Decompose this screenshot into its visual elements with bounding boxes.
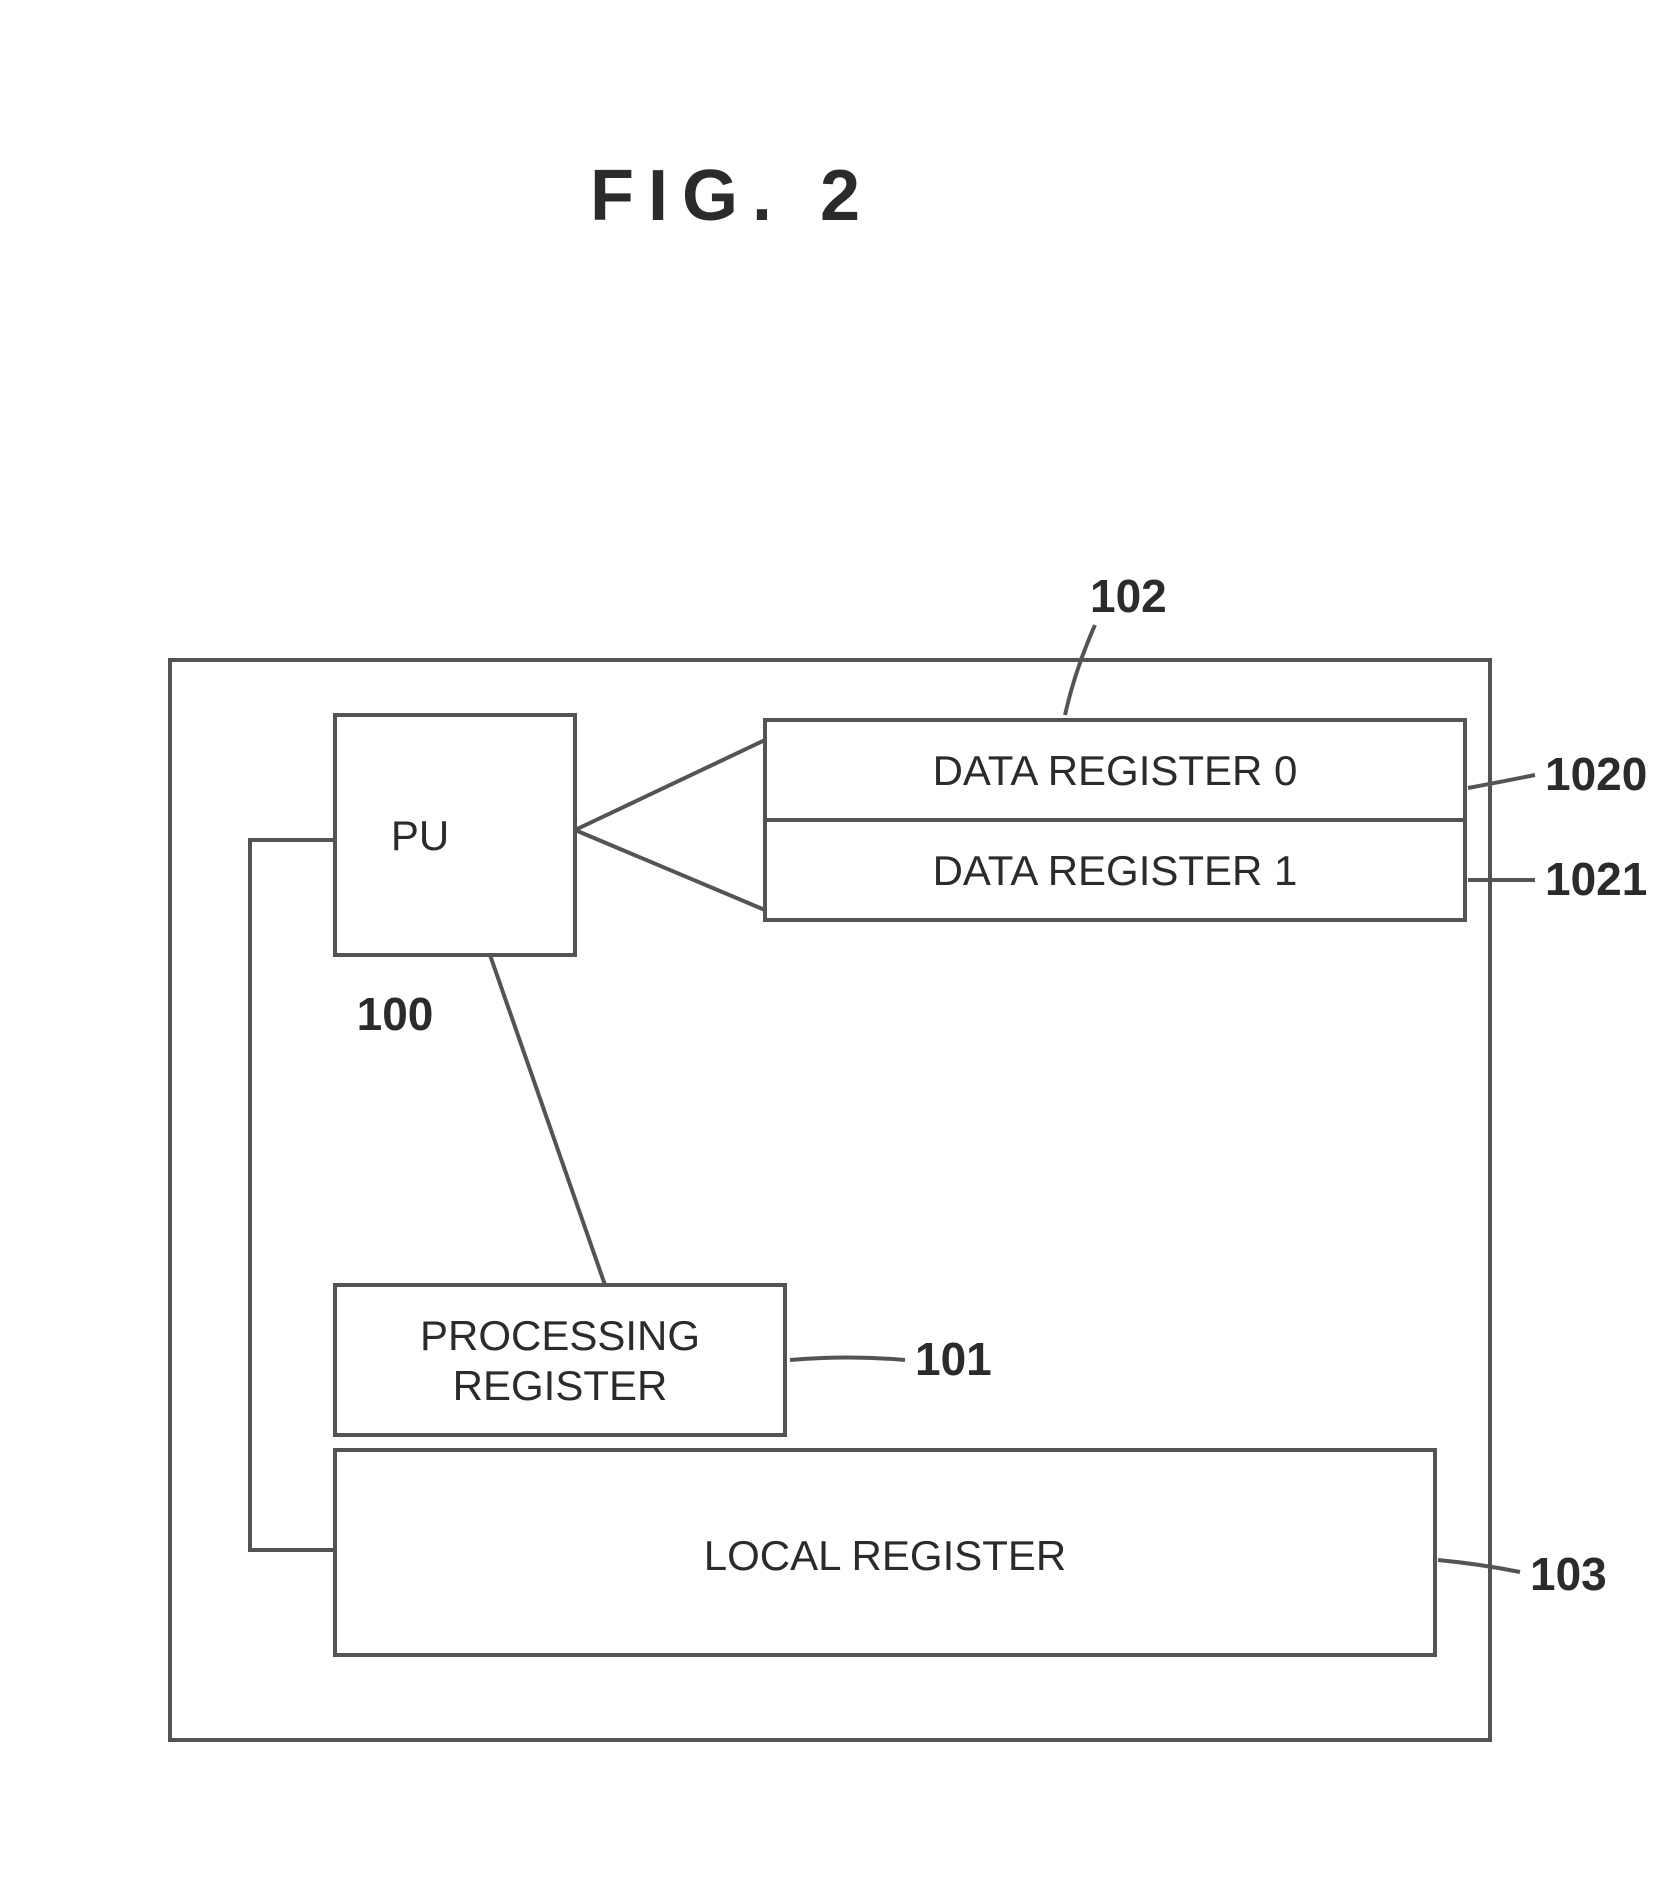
leader-1020: [1468, 775, 1535, 788]
data-register-group-ref: 102: [1090, 570, 1167, 622]
conn-pu-local: [250, 840, 335, 1550]
data-register-1-label: DATA REGISTER 1: [933, 847, 1298, 894]
pu-block: PU 100: [335, 715, 575, 1040]
data-register-group: DATA REGISTER 0 DATA REGISTER 1: [765, 720, 1465, 920]
local-register-label: LOCAL REGISTER: [704, 1532, 1067, 1579]
pu-ref: 100: [357, 988, 434, 1040]
leader-103: [1438, 1560, 1520, 1572]
processing-register-block: PROCESSING REGISTER: [335, 1285, 785, 1435]
conn-pu-dr1: [575, 830, 765, 910]
conn-pu-proc: [490, 955, 605, 1285]
figure-title: FIG. 2: [590, 156, 874, 236]
conn-pu-dr0: [575, 740, 765, 830]
pu-label: PU: [391, 812, 449, 859]
data-register-0-label: DATA REGISTER 0: [933, 747, 1298, 794]
local-register-ref: 103: [1530, 1548, 1607, 1600]
processing-register-label-1: PROCESSING: [420, 1312, 700, 1359]
leader-101: [790, 1358, 905, 1361]
local-register-block: LOCAL REGISTER: [335, 1450, 1435, 1655]
leader-102: [1065, 625, 1095, 715]
figure-svg: FIG. 2 PU 100 DATA REGISTER 0 DATA REGIS…: [0, 0, 1673, 1892]
processing-register-ref: 101: [915, 1333, 992, 1385]
data-register-0-ref: 1020: [1545, 748, 1647, 800]
processing-register-label-2: REGISTER: [453, 1362, 668, 1409]
data-register-1-ref: 1021: [1545, 853, 1647, 905]
